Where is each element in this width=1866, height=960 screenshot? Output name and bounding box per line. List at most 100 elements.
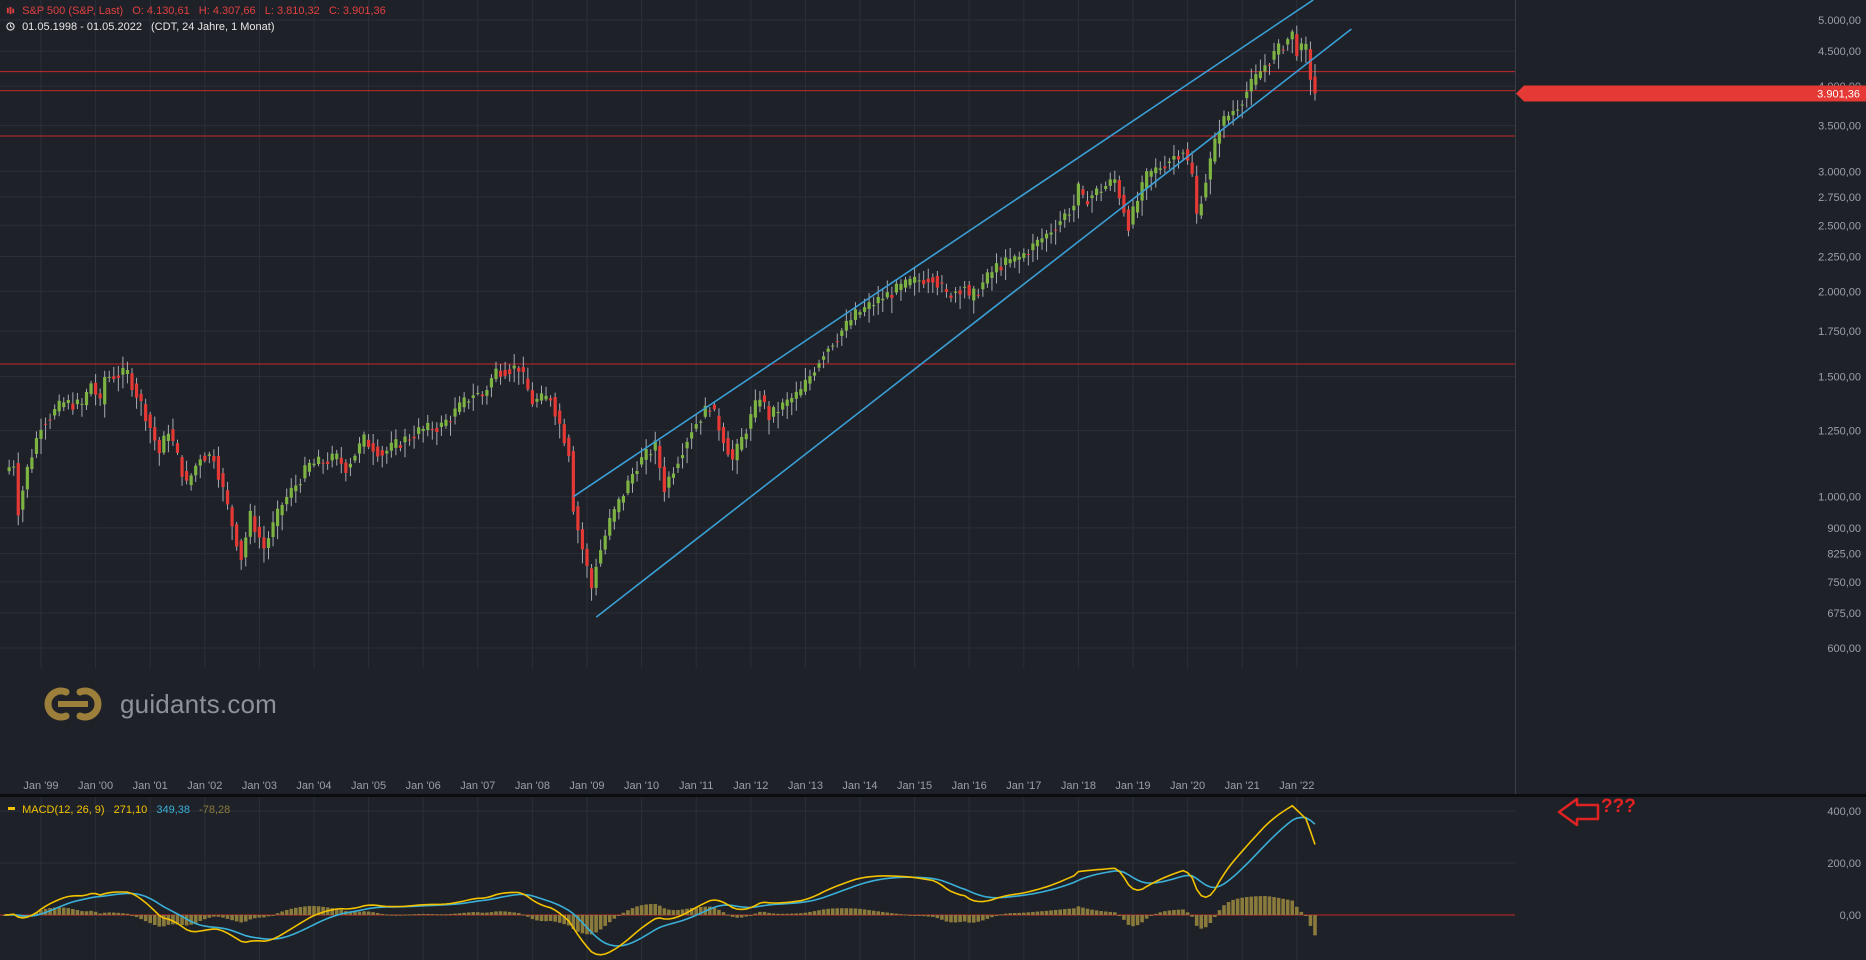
macd-histogram-bar — [812, 911, 817, 915]
candle-body — [913, 276, 917, 283]
macd-histogram-bar — [1140, 915, 1144, 923]
instrument-symbol[interactable]: S&P 500 (S&P, Last) — [22, 5, 124, 17]
macd-histogram-bar — [330, 908, 334, 915]
candle-body — [80, 403, 84, 405]
macd-histogram-bar — [1285, 899, 1290, 915]
candle-body — [239, 540, 243, 560]
candle-body — [539, 393, 544, 401]
open-value: O: 4.130,61 — [132, 5, 190, 17]
macd-histogram-bar — [908, 914, 912, 916]
channel-line[interactable] — [572, 0, 1314, 498]
candle-body — [758, 399, 762, 407]
macd-histogram-bar — [958, 915, 962, 923]
macd-histogram-bar — [398, 914, 403, 916]
macd-histogram-bar — [380, 913, 385, 915]
macd-histogram-bar — [1231, 899, 1235, 915]
macd-histogram-bar — [394, 914, 398, 916]
macd-histogram-bar — [821, 909, 826, 915]
macd-histogram-bar — [698, 906, 703, 915]
candle-body — [1131, 206, 1135, 225]
macd-histogram-bar — [621, 912, 626, 915]
candle-body — [494, 368, 498, 380]
candle-body — [862, 307, 867, 312]
time-axis[interactable]: Jan '99 Jan '00 Jan '01 Jan '02 Jan '03 Jan '… — [23, 780, 1314, 792]
candle-body — [1008, 259, 1012, 264]
macd-histogram-bar — [808, 911, 812, 915]
macd-histogram-bar — [243, 915, 248, 922]
candle-body — [949, 295, 953, 298]
candle-body — [903, 279, 908, 288]
macd-axis[interactable]: 0,00 200,00 400,00 — [1827, 806, 1861, 922]
channel-line[interactable] — [595, 28, 1352, 618]
macd-histogram-bar — [535, 915, 539, 921]
candle-body — [385, 450, 389, 454]
macd-histogram-bar — [1113, 912, 1117, 915]
macd-histogram-bar — [1299, 911, 1304, 915]
candle-body — [248, 510, 252, 537]
macd-histogram-bar — [576, 915, 580, 932]
candle-body — [953, 291, 958, 293]
macd-histogram-bar — [562, 915, 567, 925]
candle-body — [808, 376, 812, 384]
macd-histogram-bar — [448, 913, 453, 915]
macd-histogram-bar — [1022, 912, 1026, 915]
macd-histogram-bar — [1213, 915, 1217, 918]
macd-histogram-bar — [1235, 898, 1240, 915]
macd-histogram-bar — [630, 908, 635, 915]
candle-body — [121, 367, 125, 375]
candle-body — [57, 400, 61, 412]
macd-histogram-bar — [485, 912, 489, 915]
signal-value: 349,38 — [156, 804, 191, 816]
candle-body — [180, 457, 184, 477]
macd-histogram-bar — [1226, 901, 1231, 915]
candle-body — [98, 393, 102, 399]
macd-histogram-bar — [899, 914, 903, 916]
last-price-label: 3.901,36 — [1817, 88, 1860, 100]
candle-body — [931, 277, 935, 283]
candle-body — [289, 487, 293, 498]
macd-histogram-bar — [435, 914, 439, 916]
macd-histogram-bar — [1199, 915, 1204, 929]
candle-body — [940, 282, 944, 284]
macd-histogram-bar — [667, 909, 671, 915]
candle-body — [221, 473, 225, 488]
macd-histogram-bar — [717, 909, 721, 915]
macd-histogram-bar — [926, 915, 931, 917]
macd-histogram-bar — [385, 914, 389, 916]
macd-histogram-bar — [334, 908, 339, 915]
time-tick-label: Jan '19 — [1115, 780, 1150, 792]
candle-body — [262, 537, 266, 549]
candle-body — [762, 395, 767, 403]
macd-histogram-bar — [476, 912, 480, 915]
candle-body — [1267, 64, 1272, 66]
macd-histogram-bar — [52, 907, 57, 915]
macd-histogram-bar — [940, 915, 944, 920]
macd-histogram-bar — [262, 915, 266, 918]
macd-histogram-bar — [61, 907, 66, 915]
candle-body — [84, 391, 89, 406]
candle-body — [307, 462, 312, 472]
macd-name[interactable]: MACD(12, 26, 9) — [22, 804, 105, 816]
time-tick-label: Jan '00 — [78, 780, 113, 792]
pane-divider[interactable] — [0, 794, 1866, 797]
candles-icon — [6, 6, 15, 15]
candle-body — [853, 309, 858, 321]
candle-body — [1154, 167, 1158, 174]
candle-body — [125, 369, 130, 375]
time-tick-label: Jan '22 — [1279, 780, 1314, 792]
trend-channel[interactable] — [572, 0, 1352, 618]
candle-body — [1149, 170, 1153, 177]
price-tick-label: 825,00 — [1827, 549, 1861, 561]
candle-body — [799, 389, 803, 396]
candle-body — [1085, 200, 1090, 205]
time-tick-label: Jan '05 — [351, 780, 386, 792]
macd-histogram-bar — [339, 909, 344, 915]
macd-histogram-bar — [1276, 897, 1281, 915]
time-tick-label: Jan '02 — [187, 780, 222, 792]
candle-body — [1295, 34, 1299, 57]
low-value: L: 3.810,32 — [264, 5, 320, 17]
macd-histogram-bar — [603, 915, 607, 926]
price-axis[interactable]: 600,00 675,00 750,00 825,00 900,00 1.000,00 1.… — [1515, 0, 1862, 794]
time-tick-label: Jan '06 — [406, 780, 441, 792]
